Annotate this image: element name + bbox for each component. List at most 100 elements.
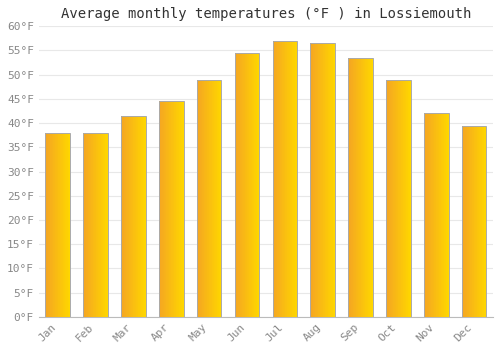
Bar bbox=[436, 113, 437, 317]
Bar bbox=[274, 41, 275, 317]
Bar bbox=[142, 116, 144, 317]
Bar bbox=[348, 58, 349, 317]
Bar bbox=[386, 79, 388, 317]
Bar bbox=[50, 133, 51, 317]
Bar bbox=[462, 126, 463, 317]
Bar bbox=[258, 53, 260, 317]
Bar bbox=[236, 53, 237, 317]
Bar bbox=[246, 53, 247, 317]
Bar bbox=[328, 43, 329, 317]
Bar bbox=[400, 79, 401, 317]
Bar bbox=[474, 126, 476, 317]
Bar bbox=[104, 133, 105, 317]
Bar bbox=[429, 113, 430, 317]
Bar bbox=[210, 79, 211, 317]
Bar bbox=[348, 58, 373, 317]
Bar bbox=[125, 116, 126, 317]
Bar bbox=[363, 58, 364, 317]
Bar bbox=[401, 79, 402, 317]
Bar bbox=[294, 41, 296, 317]
Bar bbox=[310, 43, 335, 317]
Bar bbox=[248, 53, 249, 317]
Bar bbox=[255, 53, 256, 317]
Bar bbox=[46, 133, 48, 317]
Bar bbox=[129, 116, 130, 317]
Bar bbox=[175, 102, 176, 317]
Bar bbox=[482, 126, 484, 317]
Bar bbox=[277, 41, 278, 317]
Bar bbox=[197, 79, 222, 317]
Bar bbox=[446, 113, 448, 317]
Bar bbox=[64, 133, 65, 317]
Bar bbox=[241, 53, 242, 317]
Bar bbox=[102, 133, 103, 317]
Bar bbox=[443, 113, 444, 317]
Bar bbox=[434, 113, 435, 317]
Bar bbox=[349, 58, 350, 317]
Bar bbox=[479, 126, 480, 317]
Bar bbox=[144, 116, 145, 317]
Bar bbox=[332, 43, 333, 317]
Bar bbox=[170, 102, 172, 317]
Bar bbox=[216, 79, 217, 317]
Bar bbox=[427, 113, 428, 317]
Bar bbox=[48, 133, 49, 317]
Bar bbox=[252, 53, 253, 317]
Bar bbox=[292, 41, 293, 317]
Bar bbox=[396, 79, 397, 317]
Bar bbox=[389, 79, 390, 317]
Bar bbox=[86, 133, 87, 317]
Bar bbox=[247, 53, 248, 317]
Bar bbox=[221, 79, 222, 317]
Bar bbox=[52, 133, 53, 317]
Bar bbox=[162, 102, 164, 317]
Bar bbox=[430, 113, 432, 317]
Bar bbox=[322, 43, 324, 317]
Bar bbox=[324, 43, 325, 317]
Bar bbox=[136, 116, 137, 317]
Bar bbox=[407, 79, 408, 317]
Bar bbox=[257, 53, 258, 317]
Bar bbox=[386, 79, 410, 317]
Bar bbox=[428, 113, 429, 317]
Bar bbox=[424, 113, 448, 317]
Bar bbox=[272, 41, 297, 317]
Bar bbox=[212, 79, 213, 317]
Bar bbox=[441, 113, 442, 317]
Bar bbox=[393, 79, 394, 317]
Bar bbox=[66, 133, 67, 317]
Bar bbox=[166, 102, 167, 317]
Bar bbox=[466, 126, 468, 317]
Bar bbox=[289, 41, 290, 317]
Bar bbox=[355, 58, 356, 317]
Bar bbox=[164, 102, 165, 317]
Bar bbox=[397, 79, 398, 317]
Bar bbox=[137, 116, 138, 317]
Bar bbox=[57, 133, 58, 317]
Bar bbox=[201, 79, 202, 317]
Bar bbox=[285, 41, 286, 317]
Bar bbox=[219, 79, 220, 317]
Bar bbox=[126, 116, 128, 317]
Bar bbox=[311, 43, 312, 317]
Bar bbox=[319, 43, 320, 317]
Bar bbox=[105, 133, 106, 317]
Bar bbox=[200, 79, 201, 317]
Bar bbox=[103, 133, 104, 317]
Bar bbox=[278, 41, 280, 317]
Bar bbox=[372, 58, 373, 317]
Bar bbox=[366, 58, 368, 317]
Bar bbox=[234, 53, 236, 317]
Bar bbox=[132, 116, 133, 317]
Bar bbox=[217, 79, 218, 317]
Bar bbox=[211, 79, 212, 317]
Bar bbox=[471, 126, 472, 317]
Bar bbox=[391, 79, 392, 317]
Bar bbox=[131, 116, 132, 317]
Bar bbox=[425, 113, 426, 317]
Bar bbox=[128, 116, 129, 317]
Bar bbox=[272, 41, 273, 317]
Bar bbox=[334, 43, 335, 317]
Bar bbox=[180, 102, 181, 317]
Bar bbox=[239, 53, 240, 317]
